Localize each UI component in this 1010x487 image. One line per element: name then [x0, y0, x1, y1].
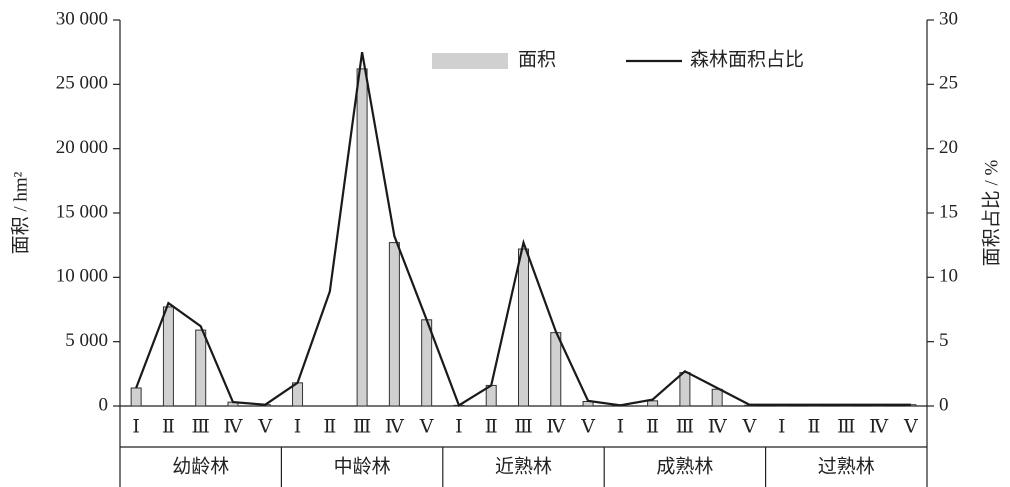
y2-tick-label: 0 [939, 394, 949, 415]
x-tick-label: Ⅱ [646, 416, 659, 437]
x-tick-label: Ⅰ [617, 416, 625, 437]
x-tick-label: Ⅰ [778, 416, 786, 437]
group-label: 幼龄林 [172, 455, 229, 477]
x-tick-label: Ⅳ [546, 416, 566, 437]
bar [518, 248, 529, 407]
y-tick-label: 25 000 [56, 73, 108, 94]
x-tick-label: Ⅴ [580, 416, 595, 437]
x-tick-label: Ⅴ [257, 416, 272, 437]
x-tick-label: Ⅰ [294, 416, 302, 437]
x-tick-label: Ⅴ [419, 416, 434, 437]
x-tick-label: Ⅳ [869, 416, 889, 437]
y-tick-label: 15 000 [56, 201, 108, 222]
y2-tick-label: 20 [939, 137, 958, 158]
group-label: 近熟林 [495, 455, 552, 477]
legend-label: 森林面积占比 [690, 48, 804, 70]
group-label: 成熟林 [656, 455, 713, 477]
x-tick-label: Ⅲ [514, 416, 532, 437]
x-tick-label: Ⅱ [485, 416, 498, 437]
group-label: 中龄林 [334, 455, 391, 477]
x-tick-label: Ⅰ [132, 416, 140, 437]
bar [356, 68, 368, 407]
x-tick-label: Ⅴ [903, 416, 918, 437]
x-tick-label: Ⅲ [192, 416, 210, 437]
x-tick-label: Ⅳ [223, 416, 243, 437]
bar [647, 400, 659, 407]
x-tick-label: Ⅳ [708, 416, 728, 437]
bar [162, 306, 174, 407]
y-tick-label: 10 000 [56, 266, 108, 287]
group-label: 过熟林 [818, 455, 875, 477]
x-tick-label: Ⅳ [385, 416, 405, 437]
y-tick-label: 20 000 [56, 137, 108, 158]
y2-axis-label: 面积占比 / % [980, 160, 1002, 267]
y2-tick-label: 5 [939, 330, 949, 351]
x-tick-label: Ⅱ [808, 416, 821, 437]
x-tick-label: Ⅰ [455, 416, 463, 437]
bar [550, 332, 562, 407]
x-tick-label: Ⅲ [353, 416, 371, 437]
bar [711, 388, 723, 407]
bar [421, 319, 433, 407]
legend-swatch [432, 53, 508, 69]
bar [679, 372, 691, 407]
line [135, 51, 911, 407]
y2-tick-label: 30 [939, 8, 958, 29]
y-tick-label: 0 [99, 394, 109, 415]
bar [195, 329, 207, 407]
x-tick-label: Ⅲ [837, 416, 855, 437]
x-tick-label: Ⅱ [323, 416, 336, 437]
legend-label: 面积 [518, 48, 556, 70]
y2-tick-label: 15 [939, 201, 958, 222]
x-tick-label: Ⅲ [676, 416, 694, 437]
y-tick-label: 30 000 [56, 8, 108, 29]
y-tick-label: 5 000 [65, 330, 108, 351]
bar [130, 387, 142, 407]
y-axis-label: 面积 / hm² [9, 171, 31, 254]
x-tick-label: Ⅴ [742, 416, 757, 437]
y2-tick-label: 10 [939, 266, 958, 287]
y2-tick-label: 25 [939, 73, 958, 94]
x-tick-label: Ⅱ [162, 416, 175, 437]
bar [388, 242, 400, 407]
